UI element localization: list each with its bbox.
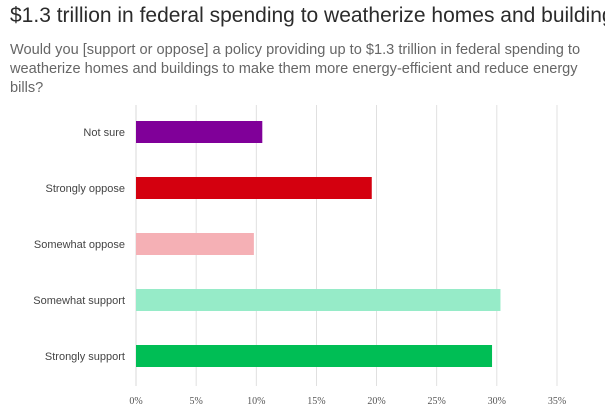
bar [136,121,262,143]
x-tick-label: 10% [247,396,265,407]
bar [136,177,372,199]
x-tick-label: 25% [428,396,446,407]
category-label: Not sure [83,127,125,139]
category-label: Strongly support [45,351,125,363]
x-tick-label: 30% [488,396,506,407]
bar [136,345,492,367]
x-tick-label: 5% [189,396,202,407]
x-axis-tick-labels: 0% 5% 10% 15% 20% 25% 30% 35% [129,396,566,407]
bar [136,289,500,311]
category-label: Strongly oppose [46,183,126,195]
x-tick-label: 15% [307,396,325,407]
bar [136,233,254,255]
x-tick-label: 20% [367,396,385,407]
bar-chart: Not sure Strongly oppose Somewhat oppose So… [0,0,605,414]
category-label: Somewhat oppose [34,239,125,251]
bars [136,121,500,367]
category-labels: Not sure Strongly oppose Somewhat oppose So… [33,127,125,363]
category-label: Somewhat support [33,295,125,307]
x-tick-label: 35% [548,396,566,407]
x-tick-label: 0% [129,396,142,407]
